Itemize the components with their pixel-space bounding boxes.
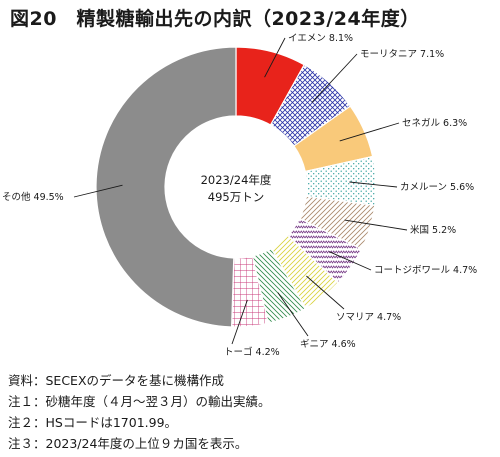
slice-label-3: カメルーン 5.6% [400, 182, 474, 193]
leader-line-2 [339, 122, 400, 142]
slice-label-1: モーリタニア 7.1% [360, 49, 444, 60]
slice-label-8: トーゴ 4.2% [224, 346, 280, 358]
source-note: 資料：SECEXのデータを基に機構作成 [8, 373, 225, 388]
slice-label-5: コートジボワール 4.7% [374, 265, 477, 276]
slice-label-7: ギニア 4.6% [300, 339, 356, 350]
center-year-label: 2023/24年度 [201, 173, 272, 187]
note-2: 注２：HSコードは1701.99。 [8, 415, 178, 430]
donut-chart: イエメン 8.1% モーリタニア 7.1% セネガル 6.3% カメルーン 5.6% 米… [2, 33, 477, 358]
slice-label-9: その他 49.5% [2, 191, 64, 203]
slice-label-2: セネガル 6.3% [402, 118, 467, 129]
leader-line-3 [349, 181, 398, 188]
chart-notes: 資料：SECEXのデータを基に機構作成 注１：砂糖年度（４月～翌３月）の輸出実績… [8, 370, 271, 454]
leader-line-6 [306, 275, 345, 310]
leader-line-9 [73, 184, 123, 198]
chart-title: 図20 精製糖輸出先の内訳（2023/24年度） [10, 8, 420, 30]
note-3: 注３：2023/24年度の上位９カ国を表示。 [8, 436, 248, 451]
slice-label-6: ソマリア 4.7% [336, 312, 401, 323]
slice-label-4: 米国 5.2% [410, 224, 456, 236]
leader-line-1 [311, 53, 358, 103]
center-total-label: 495万トン [208, 190, 264, 204]
note-1: 注１：砂糖年度（４月～翌３月）の輸出実績。 [8, 394, 271, 409]
slice-label-0: イエメン 8.1% [288, 33, 353, 44]
leader-line-0 [264, 37, 286, 78]
leader-line-7 [277, 292, 309, 337]
leader-line-5 [329, 251, 372, 271]
donut-outline [95, 46, 377, 328]
leader-line-4 [344, 219, 408, 231]
leader-line-8 [231, 299, 248, 345]
